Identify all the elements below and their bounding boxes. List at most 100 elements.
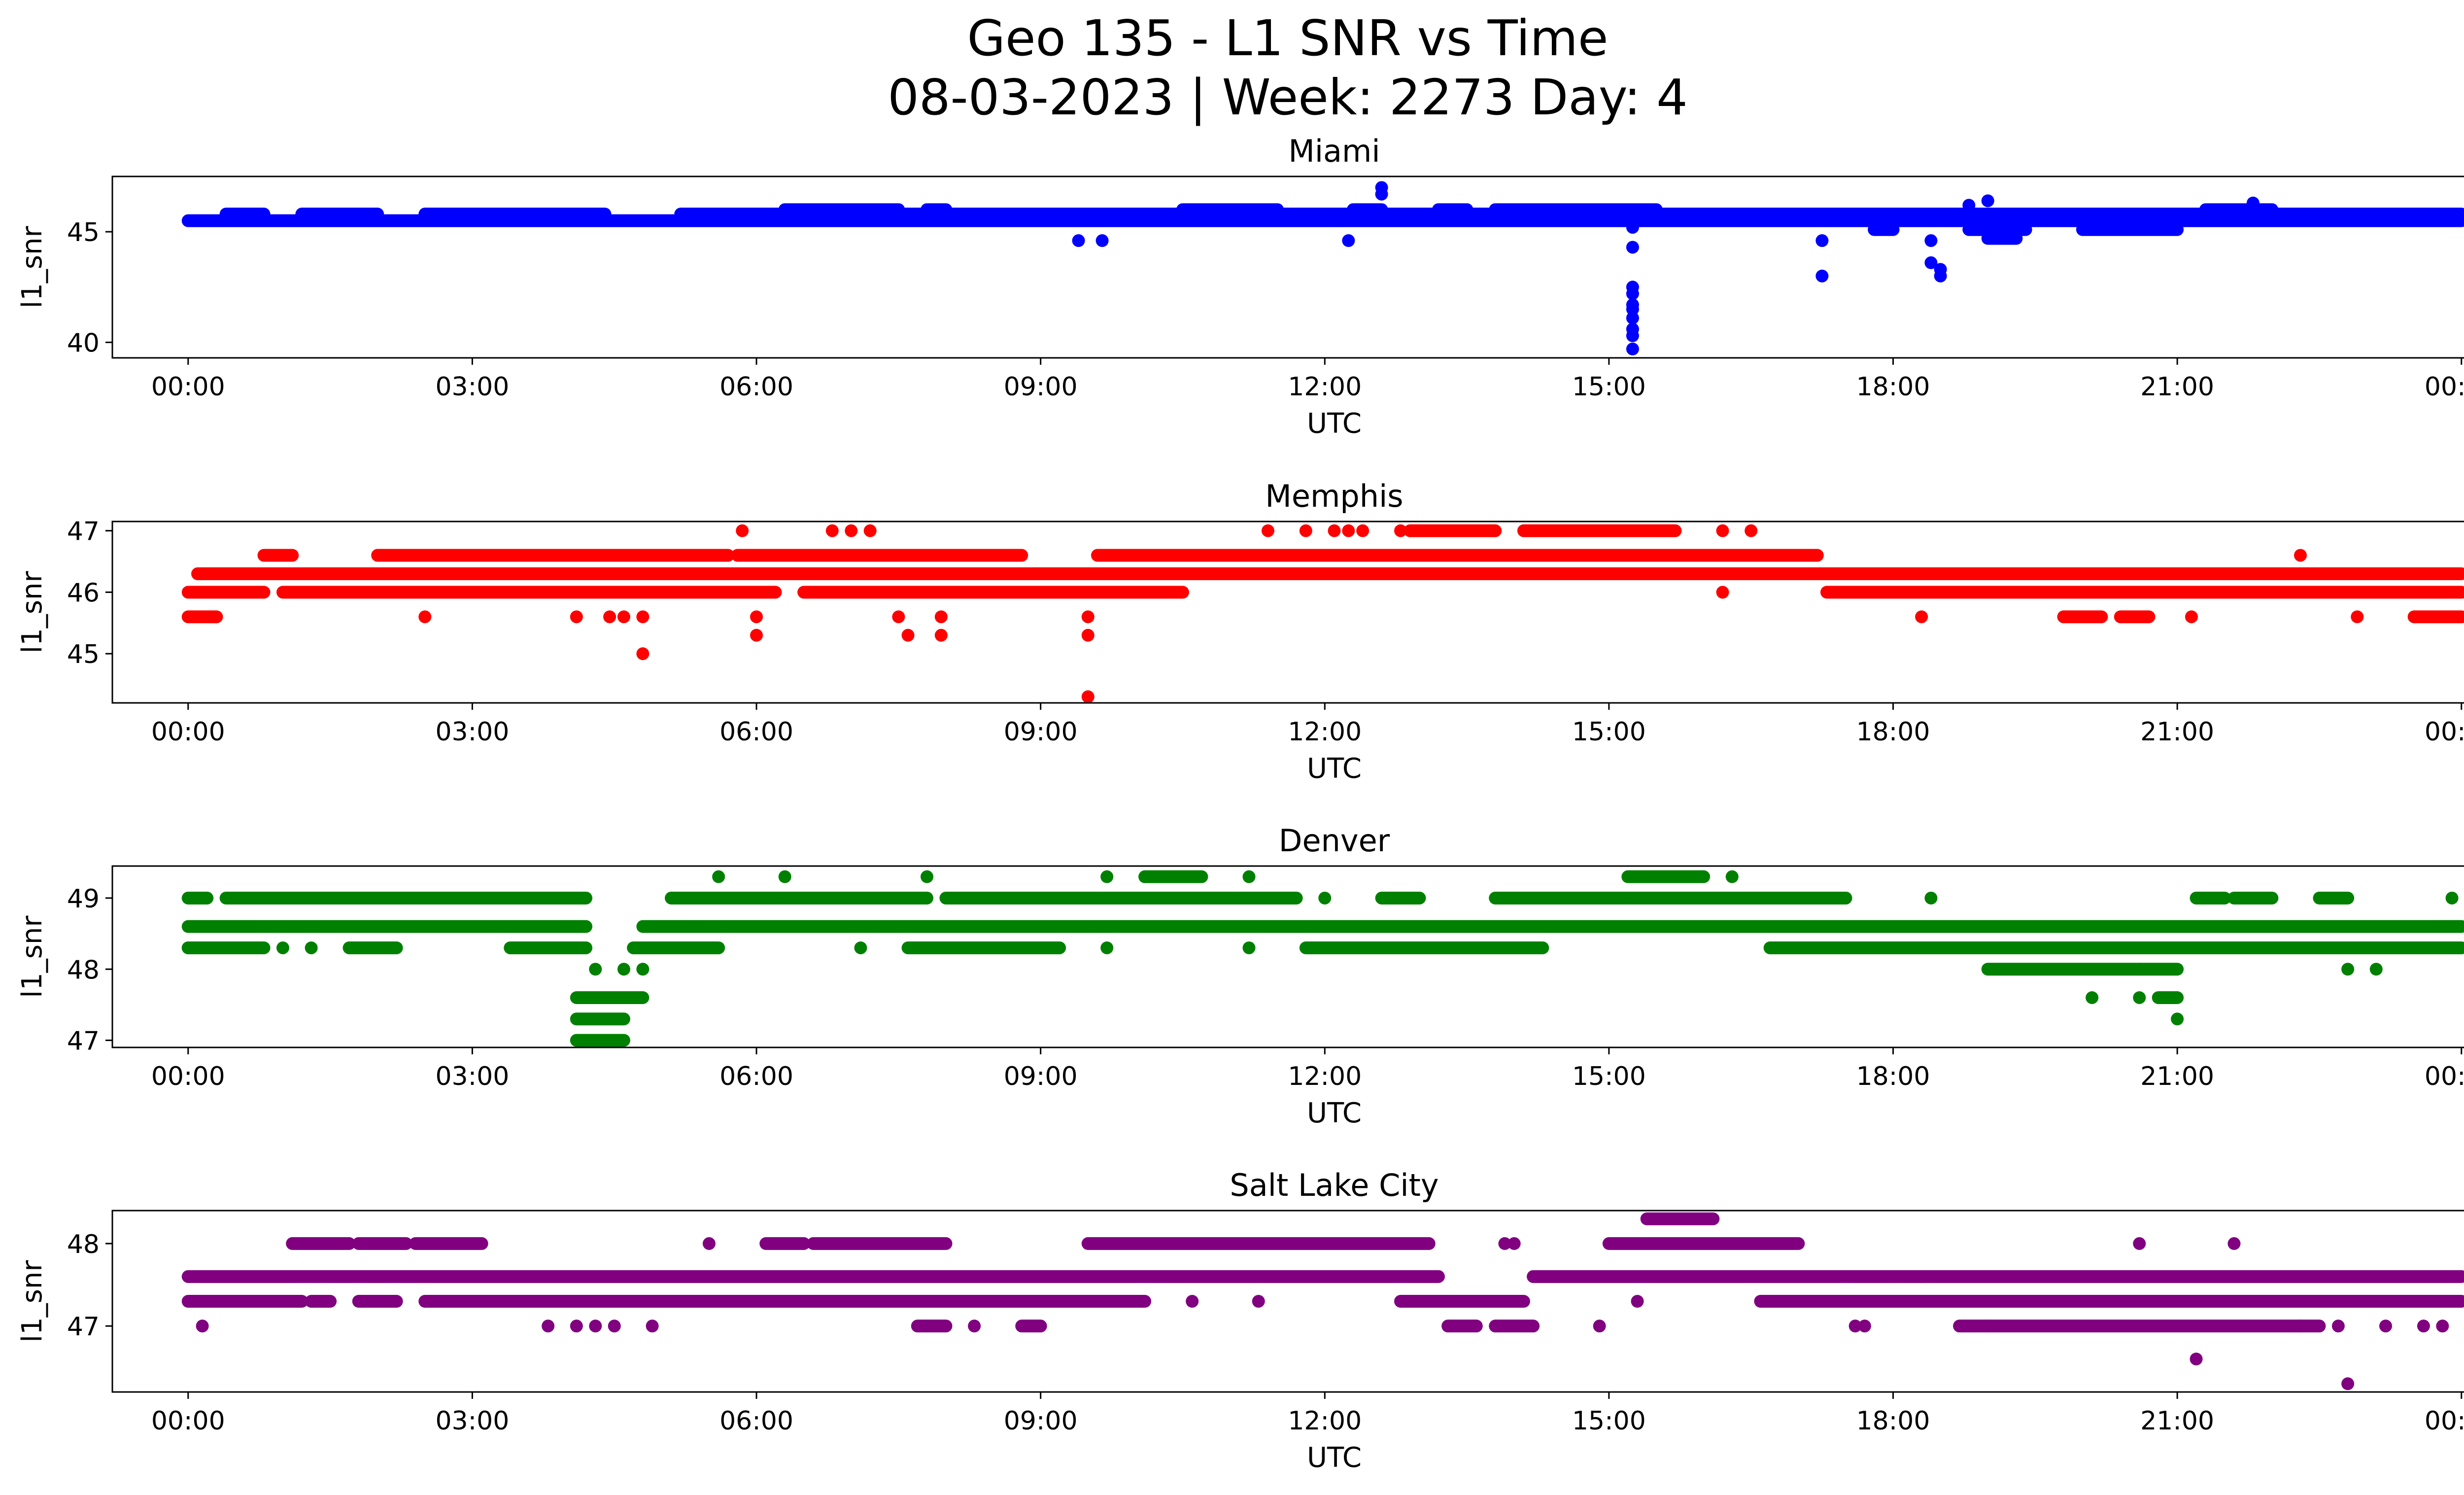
data-point-run [229, 941, 271, 954]
data-point [1342, 234, 1355, 247]
x-tick-label: 03:00 [435, 1406, 509, 1436]
y-tick-label: 47 [67, 1312, 100, 1342]
data-point [1981, 194, 1994, 208]
data-point [968, 1320, 981, 1333]
data-point [196, 1320, 209, 1333]
data-point-run [219, 891, 593, 904]
x-tick-label: 09:00 [1004, 372, 1078, 402]
data-point-run [1820, 586, 2464, 599]
x-tick-label: 06:00 [719, 1406, 793, 1436]
data-point [1299, 524, 1312, 537]
data-point [1186, 1295, 1199, 1308]
data-point-run [1868, 223, 1900, 236]
data-point-run [181, 586, 271, 599]
data-point [1375, 181, 1388, 194]
data-point-run [1489, 1320, 1540, 1333]
data-point [1072, 234, 1085, 247]
data-point-run [181, 941, 242, 954]
data-point [2436, 1320, 2449, 1333]
y-axis-label: l1_snr [16, 915, 48, 998]
data-point [1886, 1270, 1900, 1283]
data-point-run [759, 1237, 811, 1250]
data-point-run [1981, 963, 2146, 976]
data-point-run [1176, 203, 1284, 216]
data-point-run [570, 1034, 630, 1047]
data-point-run [181, 891, 214, 904]
data-point [1924, 234, 1938, 247]
data-point-run [418, 1295, 1152, 1308]
data-point [1626, 343, 1639, 356]
data-point [1081, 628, 1095, 642]
x-tick-label: 03:00 [435, 1062, 509, 1091]
data-point-run [1081, 1237, 1436, 1250]
subplot-title: Salt Lake City [1230, 1167, 1438, 1203]
data-point [2133, 1237, 2146, 1250]
y-tick-label: 48 [67, 955, 100, 985]
y-tick-label: 40 [67, 329, 100, 358]
data-point-run [939, 941, 1066, 954]
data-point-run [1527, 1270, 2464, 1283]
data-point-run [1091, 549, 1824, 562]
data-point-run [371, 549, 735, 562]
data-point [1242, 870, 1256, 883]
data-point-run [570, 1012, 630, 1026]
data-point [712, 870, 725, 883]
data-point-run [257, 549, 299, 562]
data-point [1252, 1295, 1265, 1308]
data-point [1962, 199, 1976, 212]
x-tick-label: 00:00 [151, 717, 225, 747]
x-tick-label: 12:00 [1288, 1406, 1362, 1436]
data-point [1394, 524, 1407, 537]
data-point [750, 610, 763, 624]
figure-title: Geo 135 - L1 SNR vs Time [967, 9, 1608, 67]
data-point [1081, 690, 1095, 703]
data-point [617, 610, 630, 624]
data-point-run [731, 549, 1028, 562]
data-point-run [1403, 524, 1502, 537]
x-tick-label: 15:00 [1572, 1062, 1646, 1091]
data-point [570, 1320, 583, 1333]
x-tick-label: 18:00 [1856, 372, 1930, 402]
data-point [603, 610, 616, 624]
data-point-run [807, 1237, 953, 1250]
data-point-run [627, 941, 725, 954]
x-tick-label: 12:00 [1288, 1062, 1362, 1091]
data-point [276, 941, 289, 954]
data-point [1815, 234, 1829, 247]
data-point [1716, 524, 1729, 537]
data-point-run [1441, 1320, 1483, 1333]
data-point [1242, 941, 1256, 954]
data-point-run [1015, 1320, 1047, 1333]
data-point [1934, 269, 1947, 282]
x-tick-label: 21:00 [2140, 1406, 2214, 1436]
data-point-run [636, 920, 2464, 933]
data-point [1924, 256, 1938, 270]
data-point [921, 870, 933, 883]
data-point-run [901, 941, 953, 954]
data-point [2086, 991, 2099, 1004]
data-point-run [219, 208, 271, 221]
data-point-run [305, 1295, 337, 1308]
x-tick-label: 09:00 [1004, 1062, 1078, 1091]
data-point [750, 628, 763, 642]
data-point-run [409, 1237, 488, 1250]
data-point [1858, 1320, 1871, 1333]
x-tick-label: 09:00 [1004, 1406, 1078, 1436]
subplot-1: Memphis 00:00 03:00 06:00 09:00 12:00 15:00 18:… [16, 478, 2464, 785]
data-point [1100, 870, 1114, 883]
x-axis-label: UTC [1307, 408, 1362, 440]
x-tick-label: 06:00 [719, 1062, 793, 1091]
x-tick-label: 03:00 [435, 372, 509, 402]
x-tick-label: 03:00 [435, 717, 509, 747]
data-point-run [2199, 203, 2279, 216]
data-point-run [2133, 963, 2184, 976]
subplot-title: Memphis [1265, 478, 1403, 514]
data-point [2133, 991, 2146, 1004]
data-point [854, 941, 867, 954]
data-point-run [921, 203, 953, 216]
x-tick-label: 00:00 [2425, 1062, 2464, 1091]
data-point [2369, 963, 2383, 976]
data-point [901, 628, 915, 642]
data-point [636, 963, 650, 976]
x-tick-label: 00:00 [2425, 372, 2464, 402]
